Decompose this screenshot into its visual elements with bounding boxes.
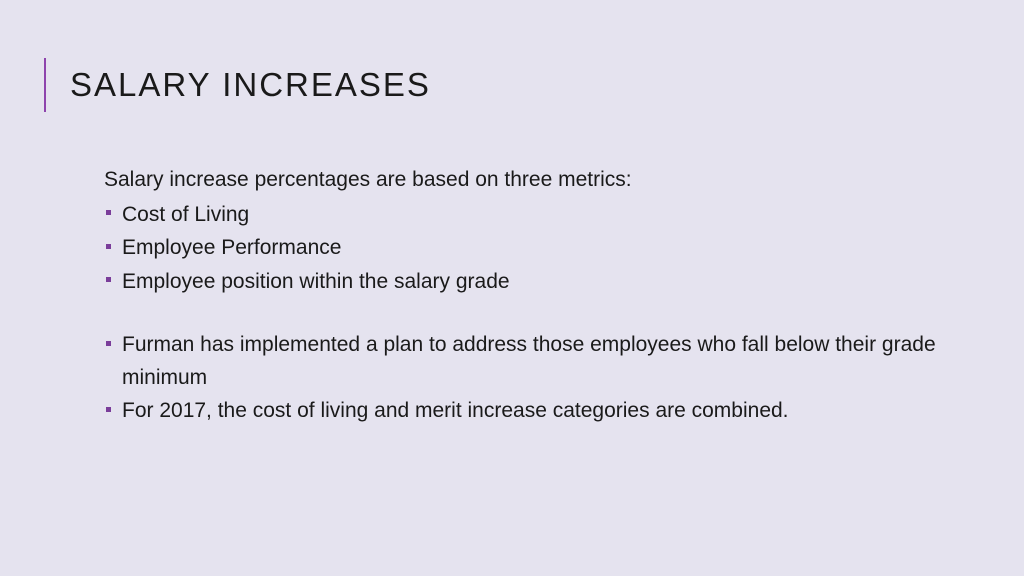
list-item: Employee Performance <box>104 232 954 265</box>
bullet-list-2: Furman has implemented a plan to address… <box>104 329 954 428</box>
slide: SALARY INCREASES Salary increase percent… <box>0 0 1024 576</box>
intro-text: Salary increase percentages are based on… <box>104 164 954 197</box>
list-item: For 2017, the cost of living and merit i… <box>104 395 954 428</box>
slide-title: SALARY INCREASES <box>70 66 431 104</box>
list-item: Furman has implemented a plan to address… <box>104 329 954 394</box>
slide-body: Salary increase percentages are based on… <box>44 164 954 428</box>
spacer <box>104 299 954 329</box>
title-row: SALARY INCREASES <box>44 58 954 112</box>
list-item: Cost of Living <box>104 199 954 232</box>
bullet-list-1: Cost of Living Employee Performance Empl… <box>104 199 954 299</box>
accent-bar <box>44 58 46 112</box>
list-item: Employee position within the salary grad… <box>104 266 954 299</box>
